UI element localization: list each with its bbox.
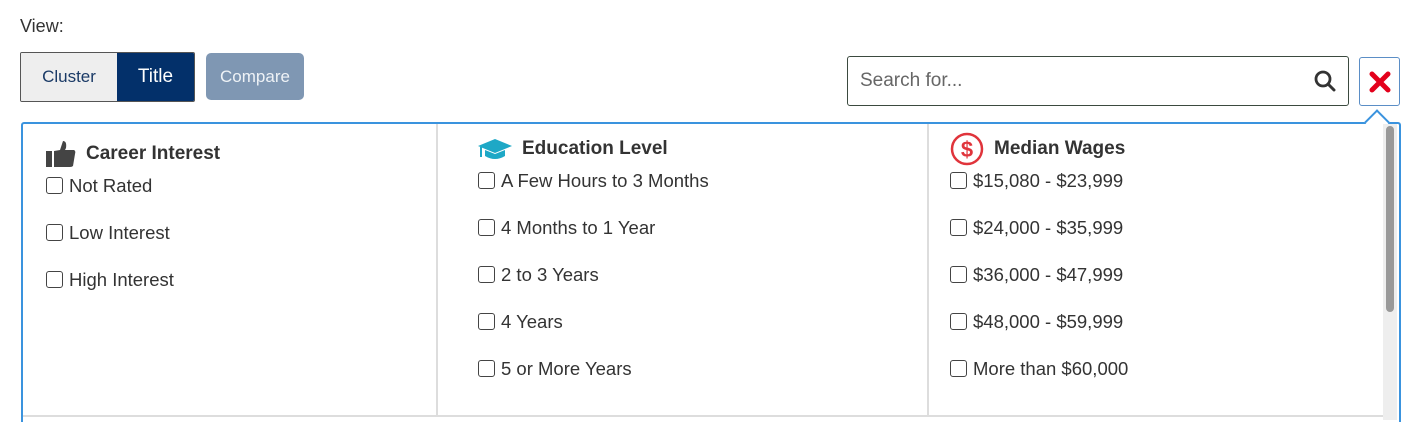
education-level-group: Education Level A Few Hours to 3 Months … [478, 134, 709, 392]
filter-option[interactable]: 4 Months to 1 Year [478, 204, 709, 251]
checkbox[interactable] [478, 360, 495, 377]
filter-option[interactable]: Low Interest [46, 209, 220, 256]
checkbox[interactable] [950, 219, 967, 236]
option-label: $48,000 - $59,999 [973, 310, 1124, 332]
filter-option[interactable]: 4 Years [478, 298, 709, 345]
career-interest-group: Career Interest Not Rated Low Interest H… [46, 139, 220, 303]
checkbox[interactable] [46, 177, 63, 194]
filter-option[interactable]: More than $60,000 [950, 345, 1128, 392]
checkbox[interactable] [950, 360, 967, 377]
filter-option[interactable]: $15,080 - $23,999 [950, 157, 1128, 204]
filter-option[interactable]: $36,000 - $47,999 [950, 251, 1128, 298]
option-label: 4 Years [501, 310, 563, 332]
svg-text:$: $ [961, 137, 973, 162]
search-input[interactable] [860, 70, 1314, 92]
checkbox[interactable] [950, 313, 967, 330]
filter-option[interactable]: $24,000 - $35,999 [950, 204, 1128, 251]
checkbox[interactable] [950, 172, 967, 189]
filter-option[interactable]: 2 to 3 Years [478, 251, 709, 298]
checkbox[interactable] [478, 313, 495, 330]
checkbox[interactable] [478, 219, 495, 236]
checkbox[interactable] [478, 266, 495, 283]
checkbox[interactable] [950, 266, 967, 283]
close-button[interactable] [1359, 57, 1400, 106]
compare-button[interactable]: Compare [206, 53, 304, 100]
search-icon[interactable] [1314, 70, 1336, 92]
option-label: A Few Hours to 3 Months [501, 169, 709, 191]
option-label: Low Interest [69, 221, 170, 243]
option-label: Not Rated [69, 174, 153, 196]
view-toggle: Cluster Title [20, 52, 195, 102]
checkbox[interactable] [46, 271, 63, 288]
filter-panel [21, 122, 1401, 422]
filter-option[interactable]: High Interest [46, 256, 220, 303]
close-icon [1369, 71, 1390, 92]
view-title-button[interactable]: Title [117, 53, 194, 101]
option-label: More than $60,000 [973, 357, 1129, 379]
option-label: 5 or More Years [501, 357, 632, 379]
graduation-cap-icon [478, 137, 512, 161]
median-wages-title: Median Wages [994, 138, 1126, 159]
dollar-circle-icon: $ [950, 132, 984, 166]
filter-option[interactable]: A Few Hours to 3 Months [478, 157, 709, 204]
column-divider [436, 124, 438, 417]
column-divider [927, 124, 929, 417]
filter-option[interactable]: $48,000 - $59,999 [950, 298, 1128, 345]
option-label: 2 to 3 Years [501, 263, 599, 285]
thumbs-up-icon [46, 140, 76, 168]
filter-option[interactable]: Not Rated [46, 162, 220, 209]
panel-scrollbar[interactable] [1383, 124, 1397, 420]
option-label: $24,000 - $35,999 [973, 216, 1124, 238]
filter-option[interactable]: 5 or More Years [478, 345, 709, 392]
checkbox[interactable] [46, 224, 63, 241]
panel-bottom-divider [23, 415, 1383, 417]
checkbox[interactable] [478, 172, 495, 189]
median-wages-group: $ Median Wages $15,080 - $23,999 $24,000 … [950, 132, 1128, 392]
search-box [847, 56, 1349, 106]
option-label: High Interest [69, 268, 174, 290]
option-label: $15,080 - $23,999 [973, 169, 1124, 191]
career-interest-title: Career Interest [86, 143, 221, 164]
option-label: $36,000 - $47,999 [973, 263, 1124, 285]
view-label: View: [20, 16, 64, 36]
scrollbar-thumb[interactable] [1386, 126, 1394, 312]
education-level-title: Education Level [522, 138, 668, 159]
option-label: 4 Months to 1 Year [501, 216, 656, 238]
view-cluster-button[interactable]: Cluster [21, 53, 117, 101]
